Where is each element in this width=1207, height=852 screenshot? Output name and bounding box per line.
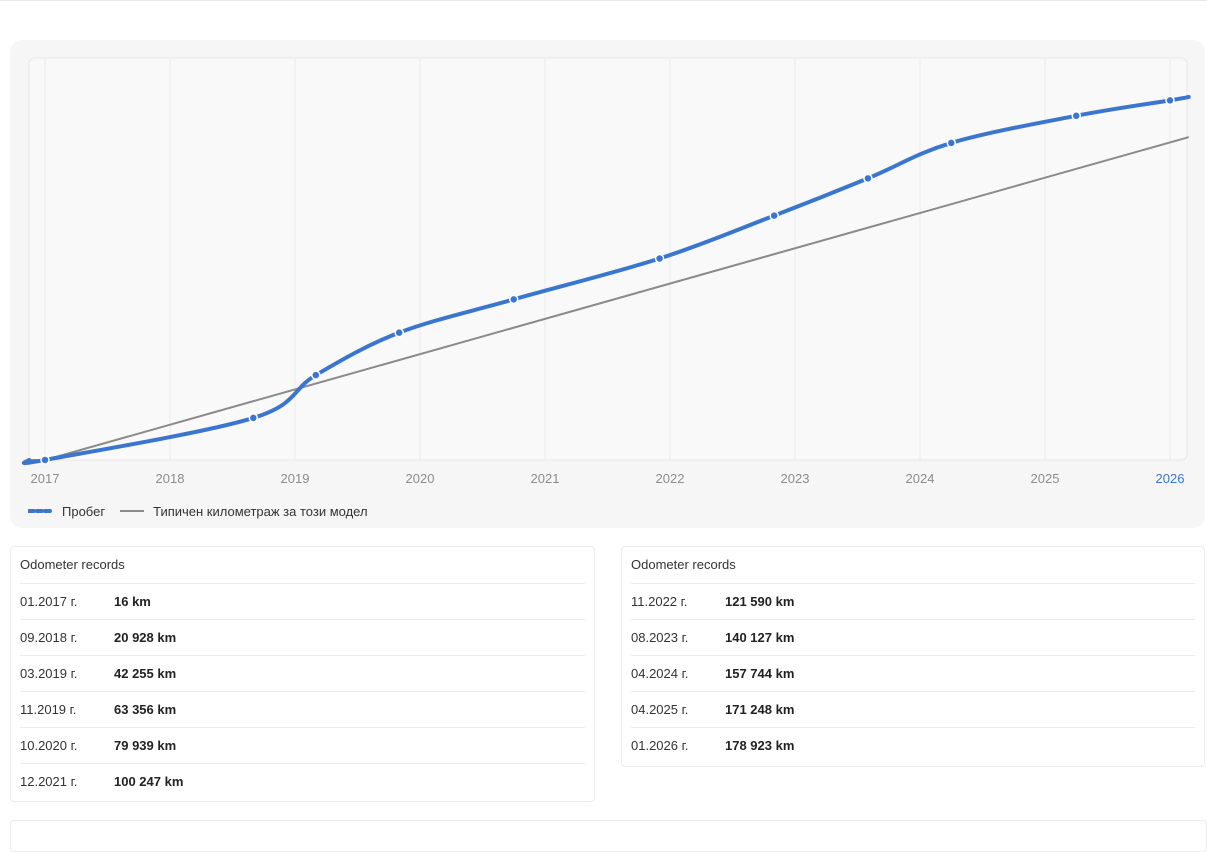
record-date: 04.2025 г. <box>631 702 689 717</box>
x-tick-label: 2026 <box>1156 471 1185 486</box>
x-tick-label: 2022 <box>656 471 685 486</box>
mileage-line <box>21 94 1191 466</box>
next-section-card <box>10 820 1207 852</box>
x-tick-label: 2025 <box>1031 471 1060 486</box>
mileage-point <box>863 173 873 184</box>
mileage-point <box>311 370 321 380</box>
record-row: 01.2026 г. 178 923 km <box>631 728 1195 763</box>
record-date: 04.2024 г. <box>631 666 689 681</box>
record-row: 04.2025 г. 171 248 km <box>631 692 1195 728</box>
record-row: 08.2023 г. 140 127 km <box>631 620 1195 656</box>
record-row: 09.2018 г. 20 928 km <box>20 620 585 656</box>
records-list: 01.2017 г. 16 km 09.2018 г. 20 928 km 03.201… <box>20 584 585 799</box>
mileage-point <box>509 294 519 305</box>
record-value: 100 247 km <box>114 774 184 789</box>
odometer-records-right: Odometer records 11.2022 г. 121 590 km 08.… <box>621 546 1205 767</box>
records-title: Odometer records <box>631 547 1195 584</box>
record-date: 01.2026 г. <box>631 738 689 753</box>
x-tick-label: 2024 <box>906 471 935 486</box>
legend-label-mileage: Пробег <box>62 503 106 519</box>
record-value: 42 255 km <box>114 666 177 681</box>
record-value: 79 939 km <box>114 738 177 753</box>
mileage-point <box>946 138 956 148</box>
record-row: 03.2019 г. 42 255 km <box>20 656 585 692</box>
legend-label-typical: Типичен километраж за този модел <box>153 503 368 519</box>
mileage-point <box>248 413 259 423</box>
plot-area <box>28 57 1188 461</box>
mileage-point <box>769 210 779 221</box>
record-row: 11.2019 г. 63 356 km <box>20 692 585 728</box>
record-row: 01.2017 г. 16 km <box>20 584 585 620</box>
legend-swatch-mileage <box>28 509 54 513</box>
records-title: Odometer records <box>20 547 585 584</box>
chart-legend: Пробег Типичен километраж за този модел <box>28 502 382 520</box>
record-date: 03.2019 г. <box>20 666 78 681</box>
record-value: 20 928 km <box>114 630 177 645</box>
record-value: 63 356 km <box>114 702 177 717</box>
x-tick-label: 2019 <box>281 471 310 486</box>
mileage-point <box>1165 95 1175 106</box>
mileage-chart: 2017 2018 2019 2020 2021 2022 2023 2024 2025 2026 <box>21 57 1191 486</box>
legend-item-mileage[interactable]: Пробег <box>28 504 105 519</box>
x-tick-label: 2023 <box>781 471 810 486</box>
top-divider <box>0 0 1207 1</box>
record-date: 11.2022 г. <box>631 594 688 609</box>
record-row: 10.2020 г. 79 939 km <box>20 728 585 764</box>
mileage-point <box>654 253 665 264</box>
record-row: 04.2024 г. 157 744 km <box>631 656 1195 692</box>
record-value: 157 744 km <box>725 666 795 681</box>
record-date: 12.2021 г. <box>20 774 78 789</box>
record-date: 11.2019 г. <box>20 702 77 717</box>
mileage-point <box>394 327 404 338</box>
record-date: 09.2018 г. <box>20 630 78 645</box>
mileage-point <box>1071 111 1081 121</box>
record-date: 10.2020 г. <box>20 738 78 753</box>
odometer-records-left: Odometer records 01.2017 г. 16 km 09.2018 … <box>10 546 595 802</box>
x-tick-label: 2018 <box>156 471 185 486</box>
record-value: 16 km <box>114 594 151 609</box>
record-row: 11.2022 г. 121 590 km <box>631 584 1195 620</box>
record-value: 171 248 km <box>725 702 795 717</box>
x-tick-label: 2017 <box>31 471 60 486</box>
records-list: 11.2022 г. 121 590 km 08.2023 г. 140 127 km… <box>631 584 1195 763</box>
record-row: 12.2021 г. 100 247 km <box>20 764 585 799</box>
record-date: 01.2017 г. <box>20 594 78 609</box>
mileage-point <box>40 455 50 465</box>
record-value: 178 923 km <box>725 738 795 753</box>
record-value: 140 127 km <box>725 630 795 645</box>
record-value: 121 590 km <box>725 594 795 609</box>
record-date: 08.2023 г. <box>631 630 689 645</box>
x-tick-label: 2020 <box>406 471 435 486</box>
legend-item-typical[interactable]: Типичен километраж за този модел <box>119 503 368 519</box>
x-tick-label: 2021 <box>531 471 560 486</box>
legend-swatch-typical <box>120 510 145 512</box>
